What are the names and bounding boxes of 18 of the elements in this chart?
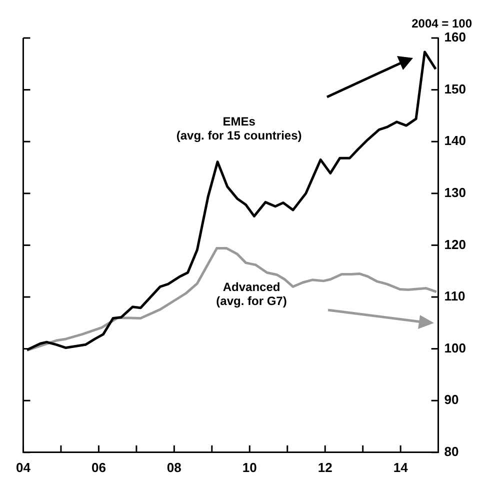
y-tick-label: 160 — [444, 30, 466, 45]
y-tick-label: 90 — [444, 392, 459, 408]
x-tick-label: 04 — [16, 460, 32, 475]
x-tick-label: 14 — [393, 460, 409, 475]
text: 2004 = 100 — [412, 16, 472, 30]
y-tick-label: 130 — [444, 184, 466, 200]
x-tick-label: 12 — [318, 460, 332, 475]
series-label: Advanced (avg. for G7) — [216, 280, 287, 308]
x-tick-label: 08 — [166, 460, 182, 475]
y-tick-label: 140 — [444, 133, 466, 148]
x-tick-label: 10 — [242, 460, 257, 475]
y-tick-label: 110 — [444, 288, 466, 304]
y-tick-label: 120 — [444, 236, 466, 252]
x-tick-label: 06 — [91, 460, 106, 475]
y-tick-label: 150 — [444, 81, 466, 96]
text: EMEs (avg. for 15 countries) — [176, 114, 302, 142]
y-tick-label: 100 — [444, 340, 466, 356]
y-tick-label: 80 — [444, 444, 459, 459]
